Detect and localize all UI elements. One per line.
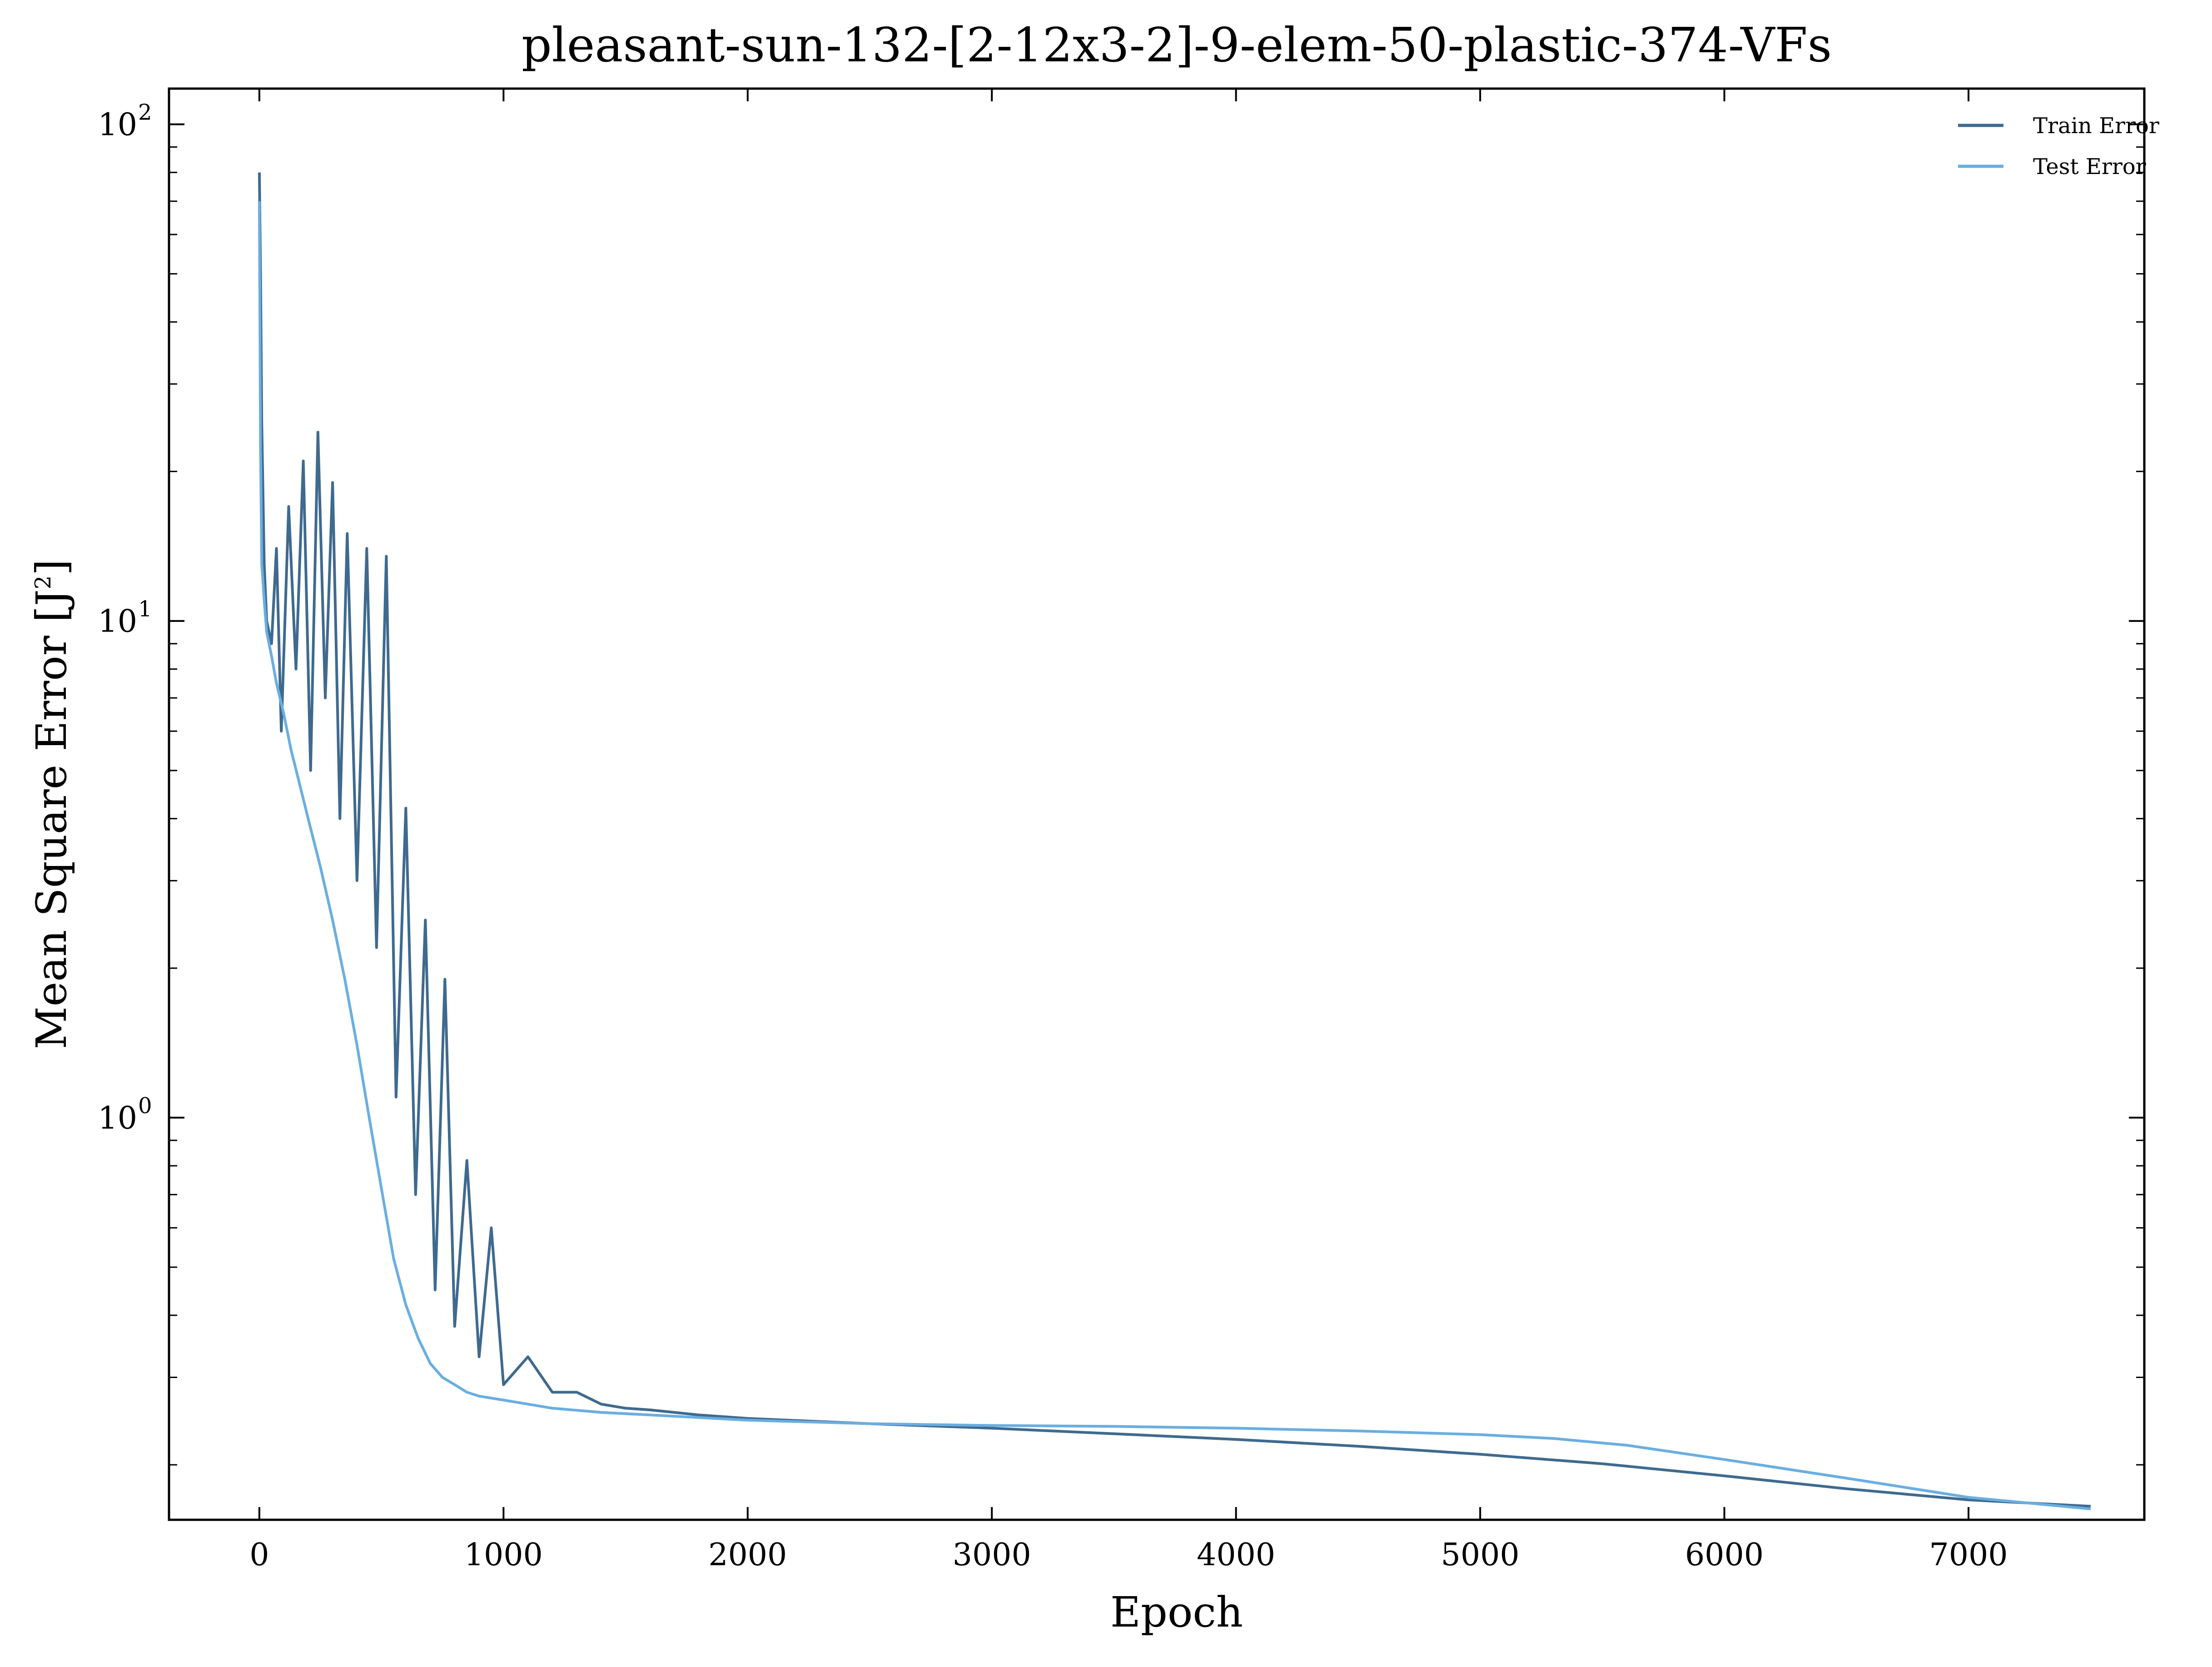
y-axis-label-close: ] bbox=[27, 559, 76, 576]
x-tick-label: 1000 bbox=[464, 1537, 543, 1573]
x-tick-label: 0 bbox=[249, 1537, 269, 1573]
legend-label-train: Train Error bbox=[2033, 113, 2159, 139]
y-axis-label: Mean Square Error [J2] bbox=[27, 559, 76, 1050]
chart-title: pleasant-sun-132-[2-12x3-2]-9-elem-50-pl… bbox=[522, 17, 1832, 73]
x-tick-label: 5000 bbox=[1441, 1537, 1520, 1573]
x-tick-label: 7000 bbox=[1929, 1537, 2008, 1573]
y-tick-label: 10 bbox=[98, 107, 137, 143]
legend-label-test: Test Error bbox=[2033, 154, 2146, 179]
x-axis: 0 1000 2000 3000 4000 5000 6000 7000 bbox=[249, 89, 2008, 1573]
legend: Train Error Test Error bbox=[1958, 113, 2159, 179]
x-tick-label: 3000 bbox=[953, 1537, 1031, 1573]
y-tick-label: 10 bbox=[98, 1100, 137, 1136]
y-tick-label-exponent: 2 bbox=[138, 100, 152, 125]
plot-area bbox=[168, 87, 2146, 1521]
series-layer bbox=[258, 172, 2091, 1511]
y-tick-label-exponent: 1 bbox=[138, 597, 152, 622]
y-axis-label-exponent: 2 bbox=[30, 576, 56, 590]
x-tick-label: 2000 bbox=[708, 1537, 787, 1573]
x-axis-label: Epoch bbox=[1110, 1588, 1243, 1637]
y-tick-label-exponent: 0 bbox=[138, 1093, 152, 1119]
y-axis-label-main: Mean Square Error [J bbox=[27, 589, 76, 1049]
series-line-train bbox=[258, 172, 2091, 1508]
series-line-test bbox=[258, 201, 2091, 1511]
x-tick-label: 4000 bbox=[1197, 1537, 1275, 1573]
x-tick-label: 6000 bbox=[1685, 1537, 1764, 1573]
y-tick-label: 10 bbox=[98, 604, 137, 640]
